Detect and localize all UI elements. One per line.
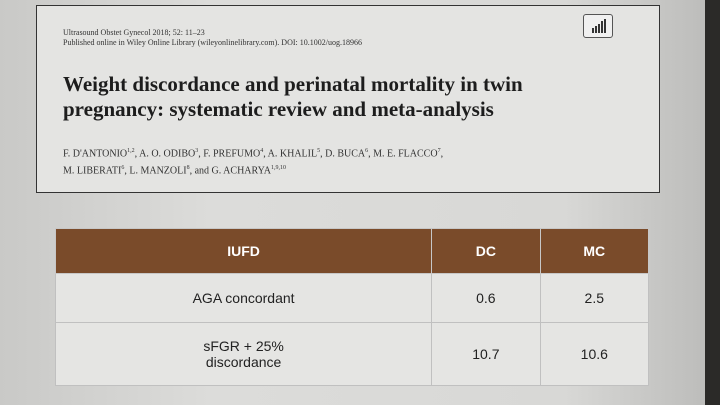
- column-header: MC: [539, 228, 650, 274]
- affiliation: 1,9,10: [270, 165, 286, 172]
- published: Published online in Wiley Online Library…: [63, 38, 362, 47]
- affiliation: 1,2: [127, 148, 135, 154]
- separator: ,: [368, 148, 371, 160]
- author-name: A. O. ODIBO: [139, 148, 196, 160]
- table-cell: 10.7: [431, 322, 541, 386]
- author-name: D. BUCA: [325, 148, 366, 160]
- author-line: M. LIBERATI6, L. MANZOLI8, and G. ACHARY…: [63, 161, 443, 178]
- affiliation: 6: [365, 148, 369, 154]
- slide: Ultrasound Obstet Gynecol 2018; 52: 11–2…: [0, 0, 705, 405]
- author-name: F. D'ANTONIO: [63, 148, 128, 160]
- separator: ,: [320, 148, 323, 160]
- affiliation: 5: [317, 148, 321, 154]
- data-table: IUFD DC MC AGA concordant 0.6 2.5 sFGR + 25% …: [54, 228, 650, 386]
- affiliation: 4: [260, 148, 264, 154]
- author-name: M. LIBERATI: [63, 165, 122, 177]
- author-name: L. MANZOLI: [129, 165, 187, 177]
- author-name: A. KHALIL: [267, 148, 318, 160]
- separator: ,: [198, 148, 201, 160]
- table-row: AGA concordant 0.6 2.5: [54, 273, 650, 323]
- metrics-icon: [583, 14, 613, 38]
- separator: ,: [440, 148, 444, 160]
- author-name: G. ACHARYA: [211, 165, 271, 177]
- paper-header: Ultrasound Obstet Gynecol 2018; 52: 11–2…: [36, 5, 660, 193]
- icon-graphic: [592, 19, 606, 33]
- column-header: DC: [431, 228, 541, 274]
- conjunction: and: [194, 165, 210, 177]
- table-cell: 2.5: [539, 273, 650, 323]
- author-line: F. D'ANTONIO1,2, A. O. ODIBO3, F. PREFUM…: [63, 144, 443, 161]
- separator: ,: [134, 148, 138, 160]
- title: Weight discordance and perinatal mortali…: [63, 72, 523, 121]
- affiliation: 6: [121, 165, 125, 172]
- separator: ,: [124, 165, 127, 177]
- separator: ,: [189, 165, 193, 177]
- column-header: IUFD: [54, 228, 433, 274]
- authors: F. D'ANTONIO1,2, A. O. ODIBO3, F. PREFUM…: [63, 144, 443, 179]
- citation: Ultrasound Obstet Gynecol 2018; 52: 11–2…: [63, 28, 205, 37]
- table-cell: AGA concordant: [54, 273, 433, 323]
- header-row: IUFD DC MC: [54, 228, 650, 274]
- author-name: F. PREFUMO: [203, 148, 261, 160]
- affiliation: 3: [195, 148, 199, 154]
- separator: ,: [263, 148, 266, 160]
- author-name: M. E. FLACCO: [373, 148, 438, 160]
- table-row: sFGR + 25% discordance 10.7 10.6: [54, 322, 650, 386]
- table-cell: 0.6: [431, 273, 541, 323]
- table-cell: 10.6: [539, 322, 650, 386]
- affiliation: 8: [186, 165, 190, 172]
- table-cell: sFGR + 25% discordance: [54, 322, 433, 386]
- affiliation: 7: [437, 148, 441, 154]
